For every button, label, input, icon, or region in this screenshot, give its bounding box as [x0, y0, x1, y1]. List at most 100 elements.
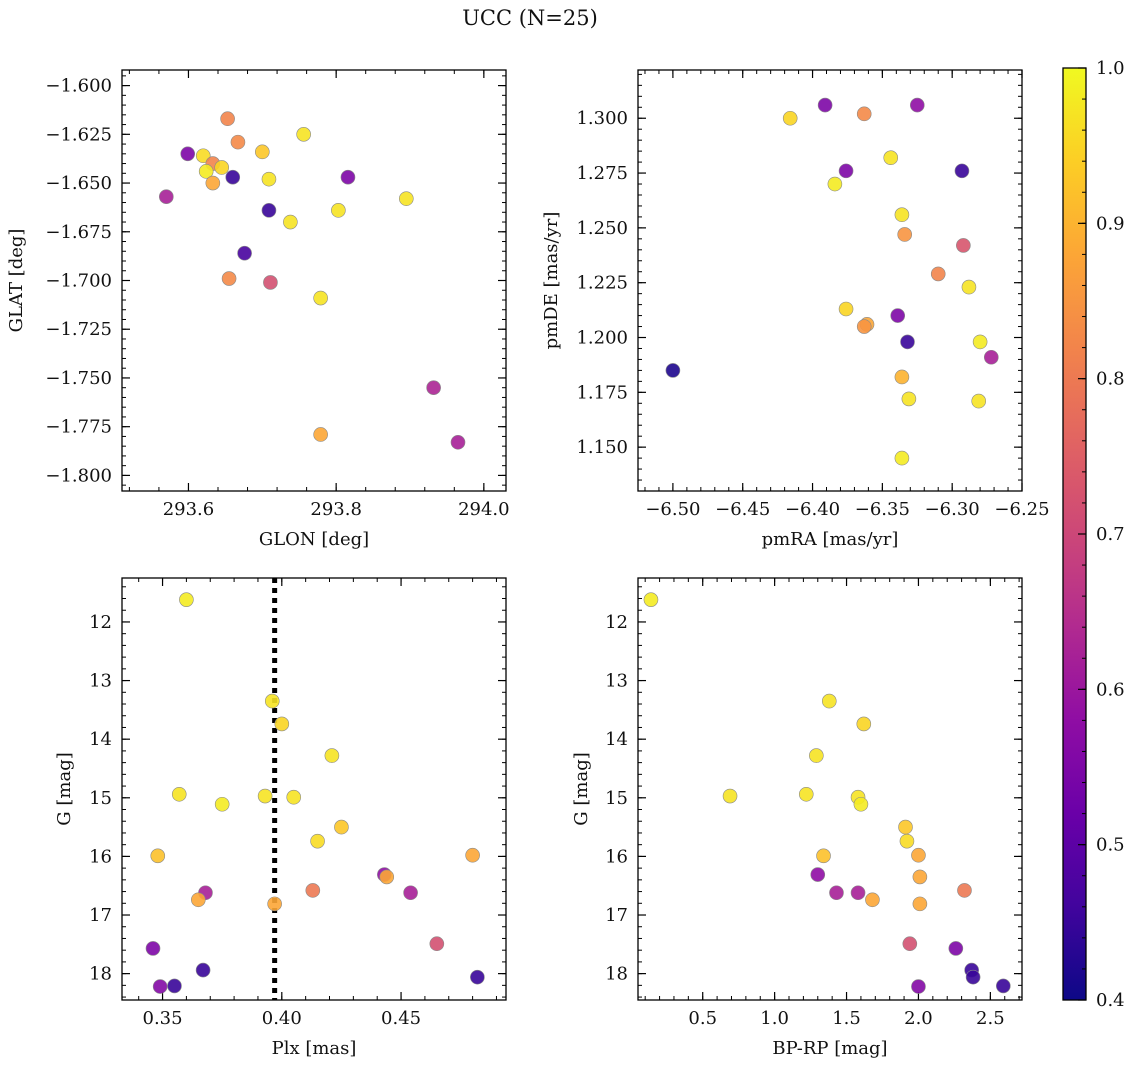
data-point	[961, 279, 977, 295]
x-tick-label: 293.8	[310, 499, 362, 520]
panel-pmra-pmde: −6.50 −6.45 −6.40 −6.35 −6.30 −6.25 1.150 1.175…	[541, 69, 1050, 550]
data-point	[900, 334, 915, 350]
y-tick-label: 18	[605, 964, 628, 985]
data-point	[838, 163, 854, 179]
data-point	[816, 848, 831, 864]
data-point	[853, 796, 869, 812]
data-point	[821, 693, 837, 709]
y-axis-label: GLAT [deg]	[6, 229, 27, 333]
colorbar-tick-label: 0.6	[1096, 679, 1125, 700]
x-tick-label: 0.45	[381, 1008, 421, 1029]
panel-plx-g: 0.35 0.40 0.45 12 13 14 15 16 17 18 Plx [mas] G [ma…	[54, 577, 507, 1059]
data-point	[911, 847, 926, 863]
axes-frame	[121, 69, 507, 492]
x-axis-label: Plx [mas]	[272, 1038, 357, 1059]
data-point	[722, 788, 738, 804]
y-axis-label: pmDE [mas/yr]	[541, 212, 562, 350]
data-point	[901, 391, 917, 407]
y-tick-label: 13	[89, 671, 112, 692]
colorbar: 0.4 0.5 0.6 0.7 0.8 0.9 1.0	[1062, 58, 1125, 1011]
data-point	[850, 885, 866, 901]
colorbar-tick-label: 0.7	[1096, 524, 1125, 545]
data-point	[856, 716, 872, 732]
y-tick-label: 15	[605, 788, 628, 809]
data-point	[334, 819, 349, 835]
y-tick-label: 16	[89, 846, 112, 867]
data-point	[230, 134, 246, 150]
data-point	[267, 896, 282, 912]
y-tick-label: 12	[89, 612, 112, 633]
data-point	[198, 164, 214, 179]
data-point	[829, 885, 844, 901]
data-point	[180, 146, 196, 162]
colorbar-tick-label: 0.9	[1096, 213, 1125, 234]
data-point	[890, 308, 906, 323]
data-point	[827, 176, 843, 192]
data-point	[971, 393, 987, 409]
data-point	[972, 334, 988, 350]
colorbar-tick-label: 0.5	[1096, 835, 1125, 856]
panel-bprp-g: 0.5 1.0 1.5 2.0 2.5 12 13 14 15 16 17 18 BP-RP [mag]…	[571, 577, 1023, 1059]
y-tick-label: 1.250	[576, 218, 628, 239]
data-point	[221, 271, 237, 286]
data-point	[305, 883, 321, 898]
data-point	[255, 144, 270, 160]
y-tick-label: −1.650	[45, 173, 112, 194]
axes-frame	[121, 577, 507, 1001]
y-tick-label: 16	[605, 846, 628, 867]
data-point	[957, 883, 972, 898]
x-axis-label: pmRA [mas/yr]	[762, 529, 899, 550]
data-point	[150, 848, 166, 864]
data-point	[237, 245, 252, 261]
data-point	[465, 847, 480, 863]
colorbar-tick-label: 0.4	[1096, 990, 1125, 1011]
colorbar-tick-label: 0.8	[1096, 369, 1125, 390]
data-point	[902, 936, 918, 952]
y-axis-label: G [mag]	[571, 752, 592, 825]
data-point	[191, 892, 206, 908]
x-tick-label: −6.50	[645, 499, 700, 520]
colorbar-gradient	[1063, 68, 1086, 1000]
data-point	[983, 349, 999, 365]
data-point	[897, 227, 913, 242]
data-point	[195, 148, 211, 164]
data-point	[399, 191, 414, 206]
data-point	[643, 592, 659, 607]
data-point	[429, 936, 445, 952]
y-tick-label: −1.800	[45, 465, 112, 486]
data-point	[894, 450, 910, 466]
data-point	[856, 106, 872, 122]
data-point	[220, 111, 235, 127]
data-point	[152, 979, 168, 994]
y-tick-label: −1.725	[45, 319, 112, 340]
y-tick-label: −1.750	[45, 368, 112, 389]
y-tick-label: 14	[89, 729, 112, 750]
colorbar-tick-label: 1.0	[1096, 58, 1125, 79]
data-point	[838, 301, 854, 317]
data-point	[286, 789, 302, 805]
data-point	[179, 592, 194, 607]
y-tick-label: −1.675	[45, 222, 112, 243]
data-point	[965, 969, 981, 985]
data-point	[310, 833, 325, 849]
data-point	[171, 786, 187, 802]
data-point	[263, 275, 278, 290]
y-tick-label: 15	[89, 788, 112, 809]
data-point	[909, 97, 925, 113]
y-tick-label: −1.775	[45, 417, 112, 438]
data-point	[283, 214, 298, 230]
data-point	[296, 127, 311, 142]
x-axis-label: BP-RP [mag]	[772, 1038, 887, 1059]
figure-title: UCC (N=25)	[462, 6, 598, 30]
data-point	[883, 150, 899, 166]
data-point	[379, 869, 395, 885]
y-tick-label: 13	[605, 671, 628, 692]
data-point	[159, 189, 174, 204]
panel-glon-glat: 293.6 293.8 294.0 −1.600 −1.625 −1.650 −1.675 −…	[6, 69, 510, 550]
data-point	[426, 380, 441, 395]
data-point	[450, 434, 466, 450]
data-point	[899, 833, 915, 849]
y-tick-label: 1.225	[576, 273, 628, 294]
data-point	[340, 169, 356, 185]
